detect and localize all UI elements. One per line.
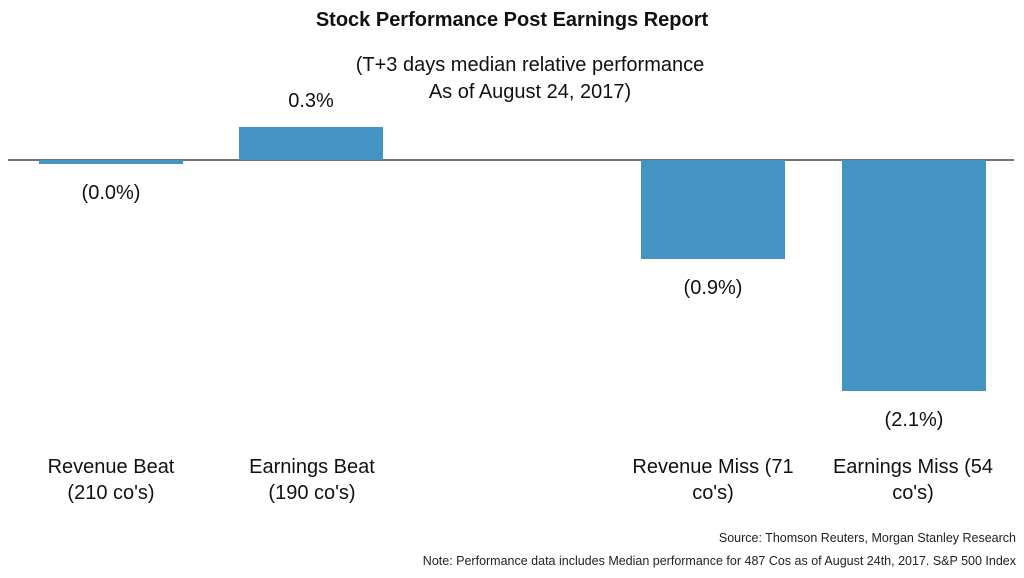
category-label-line: co's) — [692, 482, 734, 504]
data-label: (0.9%) — [684, 277, 743, 299]
category-label-line: Revenue Beat — [47, 456, 175, 478]
bar — [842, 160, 986, 391]
category-label-line: (210 co's) — [67, 482, 155, 504]
category-label-line: Earnings Miss (54 — [832, 456, 994, 478]
chart-source: Source: Thomson Reuters, Morgan Stanley … — [718, 531, 1016, 545]
category-label-revenue-beat: Revenue Beat (210 co's) — [11, 454, 211, 506]
category-label-earnings-miss: Earnings Miss (54 co's) — [813, 454, 1013, 506]
chart-title: Stock Performance Post Earnings Report — [315, 9, 709, 31]
bar — [641, 160, 785, 259]
bar — [39, 160, 183, 164]
category-label-line: (190 co's) — [268, 482, 356, 504]
category-label-earnings-beat: Earnings Beat (190 co's) — [212, 454, 412, 506]
bar — [239, 127, 383, 160]
chart-subtitle: (T+3 days median relative performance As… — [300, 52, 760, 106]
category-label-line: co's) — [892, 482, 934, 504]
category-label-line: Revenue Miss (71 — [632, 456, 794, 478]
data-label: (2.1%) — [885, 409, 944, 431]
subtitle-line-2: As of August 24, 2017) — [428, 81, 632, 103]
category-label-revenue-miss: Revenue Miss (71 co's) — [613, 454, 813, 506]
chart-note: Note: Performance data includes Median p… — [422, 554, 1016, 568]
data-label: (0.0%) — [82, 182, 141, 204]
subtitle-line-1: (T+3 days median relative performance — [355, 54, 705, 76]
data-label: 0.3% — [288, 90, 334, 112]
category-label-line: Earnings Beat — [249, 456, 375, 478]
